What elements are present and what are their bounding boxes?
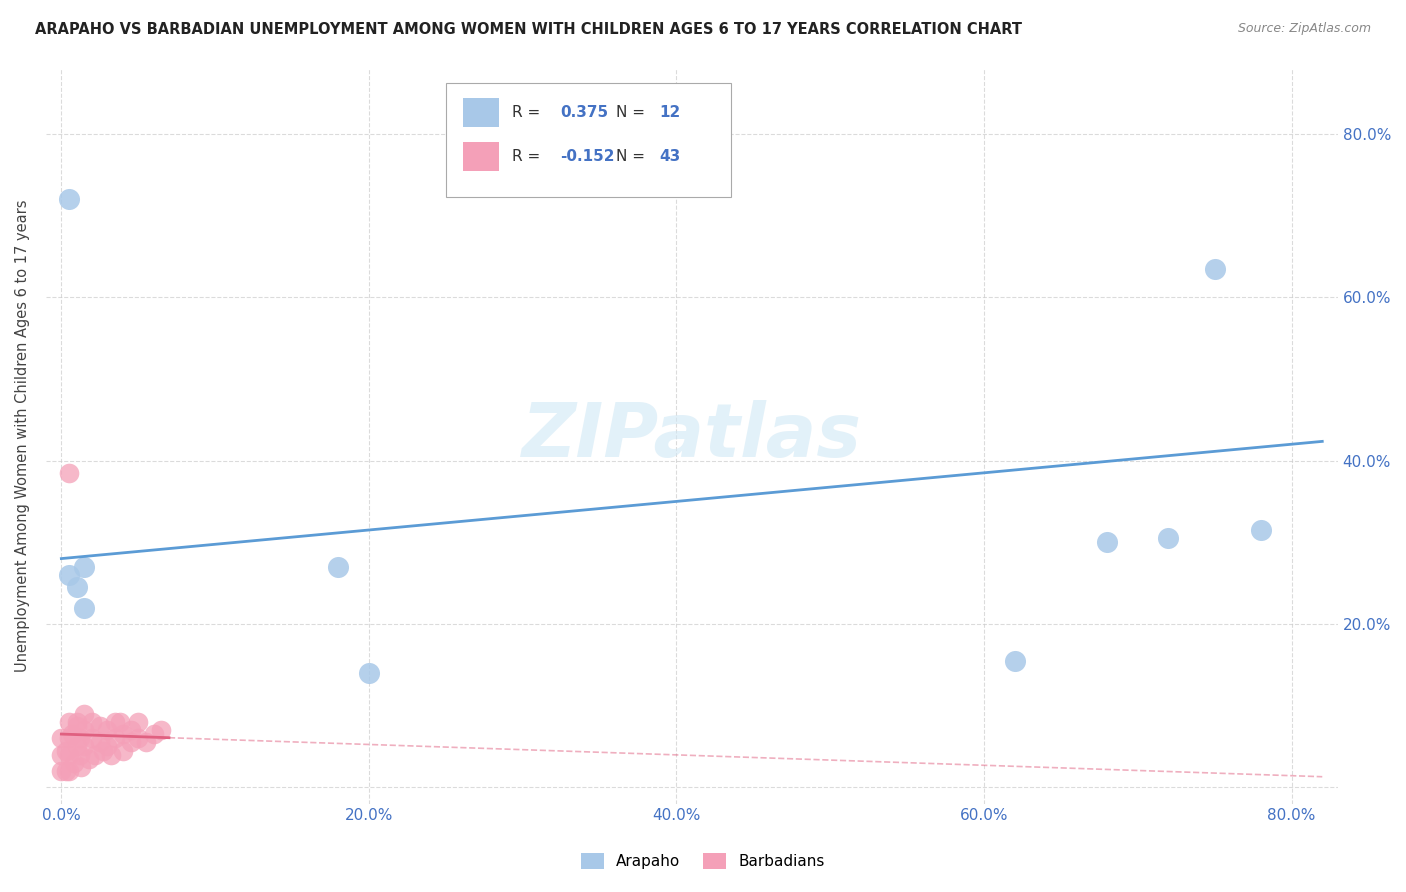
Point: [108, 714, 131, 729]
Point: [91, 743, 114, 757]
Point: [51, 764, 73, 778]
Text: N =: N =: [616, 149, 644, 164]
Point: [60, 727, 83, 741]
Point: [84, 747, 107, 762]
Point: [82, 714, 104, 729]
Point: [96, 739, 118, 754]
Text: R =: R =: [512, 105, 540, 120]
Point: [111, 727, 134, 741]
Point: [51, 731, 73, 746]
Point: [73, 600, 96, 615]
Point: [357, 665, 380, 680]
FancyBboxPatch shape: [463, 98, 499, 128]
Point: [58, 731, 80, 746]
Point: [62, 756, 84, 770]
Point: [150, 723, 173, 738]
FancyBboxPatch shape: [463, 142, 499, 171]
Point: [96, 723, 118, 738]
Text: ZIPatlas: ZIPatlas: [522, 400, 862, 473]
Text: Source: ZipAtlas.com: Source: ZipAtlas.com: [1237, 22, 1371, 36]
Text: -0.152: -0.152: [560, 149, 614, 164]
Point: [66, 580, 89, 594]
Point: [1004, 654, 1026, 668]
Point: [120, 735, 142, 749]
Point: [58, 714, 80, 729]
Point: [1095, 535, 1118, 549]
Point: [89, 735, 111, 749]
Point: [66, 714, 89, 729]
Point: [82, 731, 104, 746]
Point: [73, 739, 96, 754]
Point: [51, 747, 73, 762]
Point: [104, 714, 127, 729]
Point: [135, 735, 157, 749]
Text: 0.375: 0.375: [560, 105, 609, 120]
Point: [66, 739, 89, 754]
Point: [77, 752, 100, 766]
Point: [58, 747, 80, 762]
Point: [104, 731, 127, 746]
Point: [142, 727, 165, 741]
Point: [111, 743, 134, 757]
Point: [127, 731, 149, 746]
Point: [58, 192, 80, 206]
Point: [73, 706, 96, 721]
Point: [70, 760, 93, 774]
Point: [1157, 531, 1180, 545]
Point: [73, 723, 96, 738]
Text: 43: 43: [659, 149, 681, 164]
Text: ARAPAHO VS BARBADIAN UNEMPLOYMENT AMONG WOMEN WITH CHILDREN AGES 6 TO 17 YEARS C: ARAPAHO VS BARBADIAN UNEMPLOYMENT AMONG …: [35, 22, 1022, 37]
Point: [58, 466, 80, 480]
Point: [55, 743, 77, 757]
Point: [55, 764, 77, 778]
Y-axis label: Unemployment Among Women with Children Ages 6 to 17 years: Unemployment Among Women with Children A…: [15, 200, 30, 673]
Point: [69, 747, 91, 762]
Point: [58, 764, 80, 778]
Text: R =: R =: [512, 149, 540, 164]
Point: [89, 719, 111, 733]
Point: [58, 568, 80, 582]
Point: [100, 747, 122, 762]
Point: [66, 719, 89, 733]
Point: [69, 731, 91, 746]
Point: [1250, 523, 1272, 537]
Text: N =: N =: [616, 105, 644, 120]
Text: 12: 12: [659, 105, 681, 120]
Point: [326, 559, 349, 574]
Point: [1204, 261, 1226, 276]
Point: [127, 714, 149, 729]
Legend: Arapaho, Barbadians: Arapaho, Barbadians: [575, 847, 831, 875]
FancyBboxPatch shape: [446, 83, 731, 197]
Point: [73, 559, 96, 574]
Point: [120, 723, 142, 738]
